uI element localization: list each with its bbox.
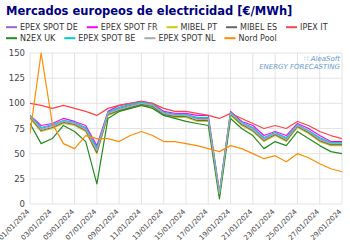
legend-swatch (226, 26, 237, 28)
series-line (30, 53, 342, 172)
y-tick-label: 75 (14, 124, 25, 134)
legend-item: EPEX SPOT DE (6, 23, 78, 32)
grid-line-x (74, 53, 75, 204)
legend-label: MIBEL ES (240, 23, 277, 32)
grid-line-x (275, 53, 276, 204)
legend-label: MIBEL PT (181, 23, 218, 32)
lines (30, 53, 342, 199)
legend: EPEX SPOT DE EPEX SPOT FR MIBEL PT MIBEL ES… (6, 23, 328, 43)
title: Mercados europeos de electricidad [€/MWh… (6, 4, 292, 18)
legend-label: IPEX IT (300, 23, 328, 32)
legend-label: EPEX SPOT BE (78, 34, 135, 43)
y-tick-label: 0 (20, 199, 25, 209)
y-tick-label: 25 (14, 174, 25, 184)
series-line (30, 104, 342, 195)
grid-line-x (119, 53, 120, 204)
axes: 025507510012515001/01/202403/01/202405/0… (0, 48, 344, 242)
legend-item: EPEX SPOT NL (144, 34, 216, 43)
series-line (30, 105, 342, 199)
legend-swatch (87, 26, 98, 28)
chart: Mercados europeos de electricidad [€/MWh… (0, 0, 350, 250)
series-line (30, 105, 342, 196)
legend-item: EPEX SPOT BE (64, 34, 135, 43)
y-tick-label: 100 (9, 98, 25, 108)
grid-line-x (230, 53, 231, 204)
legend-item: MIBEL ES (226, 23, 277, 32)
annotation: ∷ AleaSoftENERGY FORECASTING (259, 55, 340, 71)
grid (30, 53, 342, 204)
legend-label: N2EX UK (20, 34, 56, 43)
legend-label: EPEX SPOT FR (101, 23, 158, 32)
legend-swatch (64, 37, 75, 39)
grid-line-x (319, 53, 320, 204)
legend-label: Nord Pool (238, 34, 276, 43)
legend-item: MIBEL PT (167, 23, 218, 32)
series-line (30, 102, 342, 193)
legend-swatch (144, 37, 155, 39)
x-tick-label: 29/01/2024 (309, 207, 344, 242)
legend-label: EPEX SPOT NL (158, 34, 216, 43)
legend-item: IPEX IT (286, 23, 328, 32)
y-tick-label: 150 (9, 48, 25, 58)
legend-item: Nord Pool (224, 34, 276, 43)
legend-label: EPEX SPOT DE (20, 23, 78, 32)
y-tick-label: 125 (9, 73, 25, 83)
y-tick-label: 50 (14, 149, 25, 159)
legend-swatch (6, 26, 17, 28)
grid-line-x (163, 53, 164, 204)
legend-swatch (167, 26, 178, 28)
legend-item: N2EX UK (6, 34, 56, 43)
legend-item: EPEX SPOT FR (87, 23, 158, 32)
grid-line-x (141, 53, 142, 204)
watermark: ENERGY FORECASTING (259, 63, 340, 71)
grid-line-x (342, 53, 343, 204)
series-line (30, 103, 342, 194)
grid-line-x (186, 53, 187, 204)
legend-swatch (6, 37, 17, 39)
legend-swatch (224, 37, 235, 39)
legend-swatch (286, 26, 297, 28)
watermark: ∷ AleaSoft (304, 55, 340, 63)
